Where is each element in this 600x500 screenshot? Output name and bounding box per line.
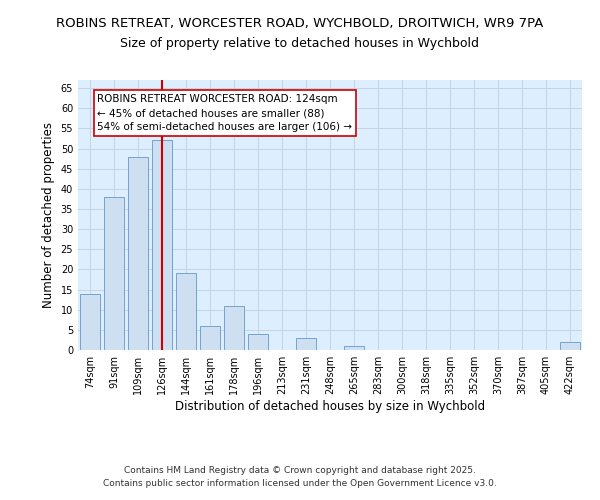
Text: Contains HM Land Registry data © Crown copyright and database right 2025.
Contai: Contains HM Land Registry data © Crown c… <box>103 466 497 487</box>
Bar <box>560 342 580 350</box>
Bar <box>224 306 244 350</box>
Text: Size of property relative to detached houses in Wychbold: Size of property relative to detached ho… <box>121 38 479 51</box>
X-axis label: Distribution of detached houses by size in Wychbold: Distribution of detached houses by size … <box>175 400 485 413</box>
Bar <box>128 156 148 350</box>
Bar <box>176 274 196 350</box>
Text: ROBINS RETREAT, WORCESTER ROAD, WYCHBOLD, DROITWICH, WR9 7PA: ROBINS RETREAT, WORCESTER ROAD, WYCHBOLD… <box>56 18 544 30</box>
Bar <box>200 326 220 350</box>
Bar <box>104 197 124 350</box>
Bar <box>152 140 172 350</box>
Text: ROBINS RETREAT WORCESTER ROAD: 124sqm
← 45% of detached houses are smaller (88)
: ROBINS RETREAT WORCESTER ROAD: 124sqm ← … <box>97 94 352 132</box>
Bar <box>248 334 268 350</box>
Bar <box>296 338 316 350</box>
Bar <box>344 346 364 350</box>
Y-axis label: Number of detached properties: Number of detached properties <box>42 122 55 308</box>
Bar <box>80 294 100 350</box>
